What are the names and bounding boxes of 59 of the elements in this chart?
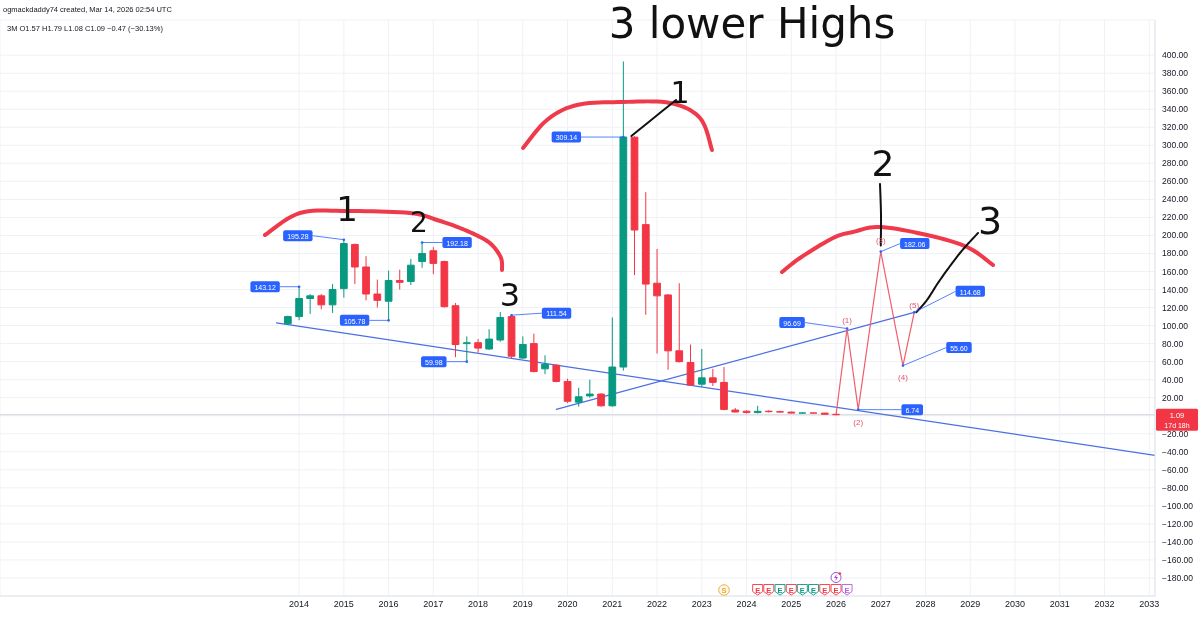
y-tick-label: 60.00 bbox=[1162, 356, 1184, 367]
x-tick-label: 2023 bbox=[691, 599, 712, 610]
annotation: (4) bbox=[898, 372, 909, 382]
y-tick-label: 40.00 bbox=[1162, 374, 1184, 385]
x-tick-label: 2015 bbox=[333, 599, 354, 610]
x-tick-label: 2025 bbox=[781, 599, 802, 610]
y-tick-label: 160.00 bbox=[1162, 266, 1189, 277]
y-tick-label: −180.00 bbox=[1162, 572, 1194, 583]
x-tick-label: 2026 bbox=[826, 599, 847, 610]
x-tick-label: 2032 bbox=[1094, 599, 1115, 610]
annotation: 2 bbox=[871, 142, 895, 184]
y-tick-label: 20.00 bbox=[1162, 392, 1184, 403]
y-tick-label: −40.00 bbox=[1162, 446, 1189, 457]
x-tick-label: 2024 bbox=[736, 599, 757, 610]
y-tick-label: 400.00 bbox=[1162, 50, 1189, 61]
y-tick-label: 200.00 bbox=[1162, 230, 1189, 241]
y-tick-label: −80.00 bbox=[1162, 482, 1189, 493]
y-tick-label: 340.00 bbox=[1162, 104, 1189, 115]
y-tick-label: 380.00 bbox=[1162, 68, 1189, 79]
y-tick-label: −100.00 bbox=[1162, 500, 1194, 511]
y-tick-label: −120.00 bbox=[1162, 518, 1194, 529]
x-tick-label: 2017 bbox=[423, 599, 444, 610]
annotation: 3 lower Highs bbox=[608, 0, 896, 48]
x-tick-label: 2031 bbox=[1049, 599, 1070, 610]
x-tick-label: 2033 bbox=[1139, 599, 1160, 610]
annotation: (5) bbox=[909, 300, 920, 310]
y-tick-label: 180.00 bbox=[1162, 248, 1189, 259]
y-tick-label: 80.00 bbox=[1162, 338, 1184, 349]
x-tick-label: 2029 bbox=[960, 599, 981, 610]
x-tick-label: 2019 bbox=[512, 599, 533, 610]
y-tick-label: 140.00 bbox=[1162, 284, 1189, 295]
annotation: 3 bbox=[499, 276, 521, 314]
annotation: (1) bbox=[842, 315, 853, 325]
y-tick-label: 320.00 bbox=[1162, 122, 1189, 133]
y-tick-label: −140.00 bbox=[1162, 536, 1194, 547]
annotation: 2 bbox=[410, 205, 428, 239]
x-tick-label: 2014 bbox=[289, 599, 310, 610]
y-tick-label: 280.00 bbox=[1162, 158, 1189, 169]
y-tick-label: 300.00 bbox=[1162, 140, 1189, 151]
y-tick-label: −160.00 bbox=[1162, 554, 1194, 565]
y-tick-label: −20.00 bbox=[1162, 428, 1189, 439]
y-tick-label: 220.00 bbox=[1162, 212, 1189, 223]
x-tick-label: 2021 bbox=[602, 599, 623, 610]
y-tick-label: −60.00 bbox=[1162, 464, 1189, 475]
y-tick-label: 100.00 bbox=[1162, 320, 1189, 331]
x-tick-label: 2027 bbox=[870, 599, 891, 610]
x-tick-label: 2018 bbox=[468, 599, 489, 610]
x-tick-label: 2028 bbox=[915, 599, 936, 610]
x-tick-label: 2022 bbox=[647, 599, 668, 610]
x-tick-label: 2030 bbox=[1004, 599, 1026, 610]
x-tick-label: 2016 bbox=[378, 599, 399, 610]
y-tick-label: 240.00 bbox=[1162, 194, 1189, 205]
y-tick-label: 260.00 bbox=[1162, 176, 1189, 187]
annotation: 1 bbox=[670, 74, 690, 110]
annotation: (2) bbox=[853, 417, 864, 427]
x-tick-label: 2020 bbox=[557, 599, 578, 610]
y-tick-label: 360.00 bbox=[1162, 86, 1189, 97]
y-tick-label: 120.00 bbox=[1162, 302, 1189, 313]
annotation: 3 bbox=[977, 199, 1003, 243]
